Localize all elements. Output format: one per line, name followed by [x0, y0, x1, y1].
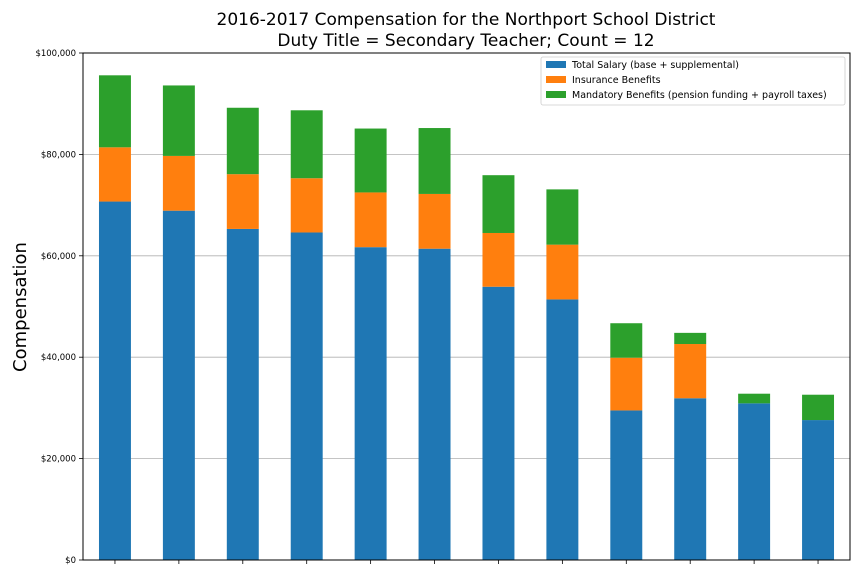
legend-swatch: [546, 91, 566, 98]
bar-segment-series-1-item-9: [674, 344, 707, 399]
legend-label: Total Salary (base + supplemental): [571, 60, 739, 71]
bar-segment-series-2-item-8: [610, 323, 643, 358]
bar-segment-series-1-item-0: [98, 147, 131, 202]
chart-title-line-2: Duty Title = Secondary Teacher; Count = …: [277, 31, 654, 51]
bar-segment-series-1-item-4: [354, 192, 387, 248]
y-tick-label: $0: [65, 556, 76, 566]
bar-segment-series-0-item-5: [418, 248, 451, 560]
gridlines: [83, 153, 850, 460]
bar-segment-series-0-item-8: [610, 410, 643, 560]
bars: [98, 75, 835, 560]
bar-segment-series-0-item-10: [738, 403, 771, 560]
bar-segment-series-0-item-0: [98, 201, 131, 560]
legend-box: [540, 56, 846, 106]
legend-swatch: [546, 76, 566, 83]
bar-segment-series-0-item-3: [290, 232, 323, 560]
y-tick-label: $20,000: [41, 455, 76, 465]
y-axis-ticks: $0 $20,000 $40,000 $60,000 $80,000 $100,000: [35, 49, 83, 566]
bar-segment-series-0-item-11: [802, 420, 835, 560]
bar-segment-series-2-item-1: [162, 85, 195, 156]
y-axis-label: Compensation: [10, 242, 31, 372]
bar-segment-series-1-item-2: [226, 174, 259, 229]
bar-segment-series-1-item-8: [610, 357, 643, 411]
y-tick-label: $100,000: [35, 49, 76, 59]
bar-segment-series-0-item-7: [546, 299, 579, 560]
bar-segment-series-2-item-3: [290, 110, 323, 179]
y-tick-label: $40,000: [41, 353, 76, 363]
y-tick-label: $60,000: [41, 252, 76, 262]
chart-title-line-1: 2016-2017 Compensation for the Northport…: [217, 10, 716, 30]
bar-segment-series-2-item-2: [226, 107, 259, 175]
legend: Total Salary (base + supplemental) Insura…: [540, 56, 846, 106]
bar-segment-series-2-item-5: [418, 128, 451, 194]
legend-swatch: [546, 61, 566, 68]
y-tick-label: $80,000: [41, 150, 76, 160]
bar-segment-series-2-item-9: [674, 332, 707, 345]
bar-segment-series-2-item-6: [482, 175, 515, 233]
bar-segment-series-2-item-11: [802, 394, 835, 421]
bar-segment-series-2-item-7: [546, 189, 579, 245]
legend-label: Insurance Benefits: [572, 75, 661, 86]
legend-label: Mandatory Benefits (pension funding + pa…: [572, 90, 827, 101]
bar-segment-series-0-item-4: [354, 247, 387, 560]
bar-segment-series-1-item-1: [162, 155, 195, 211]
bar-segment-series-0-item-6: [482, 286, 515, 560]
bar-segment-series-0-item-1: [162, 210, 195, 560]
bar-segment-series-0-item-9: [674, 398, 707, 560]
bar-segment-series-1-item-3: [290, 178, 323, 233]
bar-segment-series-0-item-2: [226, 228, 259, 560]
bar-segment-series-1-item-7: [546, 244, 579, 300]
bar-segment-series-2-item-0: [98, 75, 131, 148]
bar-segment-series-1-item-5: [418, 193, 451, 249]
bar-segment-series-2-item-4: [354, 128, 387, 193]
bar-segment-series-1-item-6: [482, 232, 515, 287]
plot-frame: [82, 52, 851, 561]
x-axis-ticks: [114, 560, 819, 564]
bar-segment-series-2-item-10: [738, 393, 771, 404]
